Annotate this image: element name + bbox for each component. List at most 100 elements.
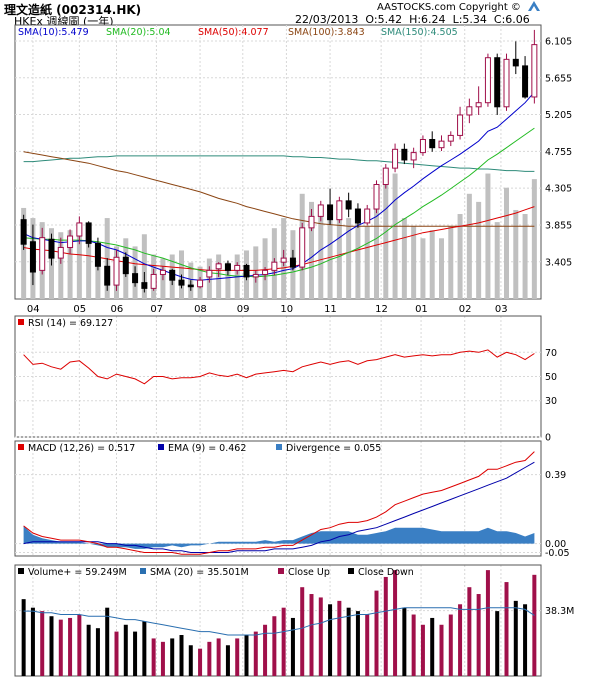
price-volume-bar <box>513 209 519 299</box>
candle-down <box>187 284 194 288</box>
candle-down <box>94 242 101 267</box>
sma-legend-label: SMA(150):4.505 <box>381 27 458 38</box>
candle-up <box>410 152 417 161</box>
candle-up <box>206 269 213 278</box>
volume-bar-up <box>383 576 388 676</box>
ohlc-readout: 22/03/2013 O:5.42 H:6.24 L:5.34 C:6.06 <box>295 13 530 26</box>
candle-up <box>475 102 482 108</box>
quote-high: H:6.24 <box>409 13 446 26</box>
macd-ema-line <box>23 461 535 553</box>
volume-bar-up <box>198 648 203 676</box>
volume-bar-down <box>49 616 54 676</box>
price-volume-bar <box>327 214 333 299</box>
month-tick-label: 09 <box>237 304 250 315</box>
volume-bar-down <box>30 607 35 676</box>
candle-up <box>447 134 454 142</box>
volume-bar-up <box>448 614 453 676</box>
price-volume-bar <box>67 230 73 299</box>
candle-up <box>419 139 426 154</box>
candle-up <box>299 227 306 268</box>
volume-legend-label: Close Up <box>288 567 330 578</box>
candle-up <box>531 44 538 98</box>
price-volume-bar <box>392 173 398 299</box>
sma-legend-label: SMA(50):4.077 <box>198 27 269 38</box>
price-volume-bar <box>141 234 147 299</box>
month-tick-label: 10 <box>280 304 293 315</box>
volume-bar-down <box>95 628 100 676</box>
month-tick-label: 06 <box>111 304 124 315</box>
candle-down <box>85 222 92 244</box>
price-volume-bar <box>504 187 509 299</box>
price-volume-bar <box>95 242 101 299</box>
price-volume-bar <box>374 197 379 299</box>
volume-bar-up <box>207 641 212 676</box>
volume-bar-up <box>393 570 398 676</box>
volume-bar-down <box>523 604 528 676</box>
volume-bar-up <box>439 624 444 676</box>
price-volume-bar <box>318 205 324 299</box>
volume-bar-up <box>40 611 45 676</box>
price-volume-bar <box>485 173 491 299</box>
price-volume-bar <box>364 226 370 299</box>
candle-up <box>113 256 120 286</box>
candle-down <box>401 148 408 161</box>
volume-bar-down <box>86 624 91 676</box>
volume-bar-up <box>77 614 82 676</box>
rsi-line <box>23 349 535 385</box>
candle-down <box>345 200 352 210</box>
candle-down <box>494 57 501 108</box>
price-volume-bar <box>76 226 82 299</box>
price-volume-bar <box>466 193 472 299</box>
candle-down <box>224 263 231 271</box>
macd-legend-swatch <box>158 444 164 450</box>
volume-bar-down <box>495 611 500 676</box>
candle-up <box>252 273 259 278</box>
candle-up <box>438 140 445 149</box>
candle-down <box>512 58 519 67</box>
quote-open: O:5.42 <box>365 13 403 26</box>
macd-tick-label: -0.05 <box>545 548 570 559</box>
price-volume-bar <box>476 201 482 299</box>
sma20-line <box>23 127 535 278</box>
volume-legend-label: Close Down <box>358 567 414 578</box>
macd-tick-label: 0.39 <box>545 470 566 481</box>
candle-up <box>317 204 324 217</box>
volume-legend-swatch <box>278 568 284 574</box>
price-tick-label: 4.755 <box>545 147 572 158</box>
candle-down <box>289 257 296 268</box>
month-tick-label: 04 <box>27 304 40 315</box>
macd-legend-swatch <box>18 444 24 450</box>
volume-bar-up <box>337 600 342 676</box>
candle-up <box>457 114 464 136</box>
volume-legend-swatch <box>140 568 146 574</box>
volume-bar-up <box>309 594 314 676</box>
price-volume-bar <box>383 181 389 299</box>
volume-bar-up <box>263 624 268 676</box>
volume-bar-up <box>318 597 323 676</box>
volume-bar-up <box>253 631 258 676</box>
candle-up <box>503 58 510 108</box>
price-tick-label: 3.405 <box>545 257 572 268</box>
rsi-tick-label: 50 <box>545 372 557 383</box>
month-tick-label: 08 <box>194 304 207 315</box>
price-tick-label: 3.855 <box>545 220 572 231</box>
macd-legend-swatch <box>276 444 282 450</box>
volume-bar-down <box>21 599 26 676</box>
rsi-legend-label: RSI (14) = 69.127 <box>28 318 113 329</box>
volume-bar-up <box>235 638 240 676</box>
sma100-line <box>23 151 535 227</box>
candle-down <box>122 256 129 275</box>
candle-up <box>280 257 287 263</box>
price-volume-bar <box>346 218 352 299</box>
candle-up <box>271 261 278 271</box>
price-tick-label: 4.305 <box>545 184 572 195</box>
volume-bar-down <box>133 631 138 676</box>
price-volume-bar <box>531 179 537 299</box>
candle-down <box>429 139 436 149</box>
volume-bar-up <box>374 590 379 676</box>
volume-bar-up <box>504 582 509 676</box>
price-volume-bar <box>58 232 64 299</box>
volume-bar-up <box>458 604 463 676</box>
candle-down <box>178 279 185 286</box>
quote-low: L:5.34 <box>452 13 487 26</box>
